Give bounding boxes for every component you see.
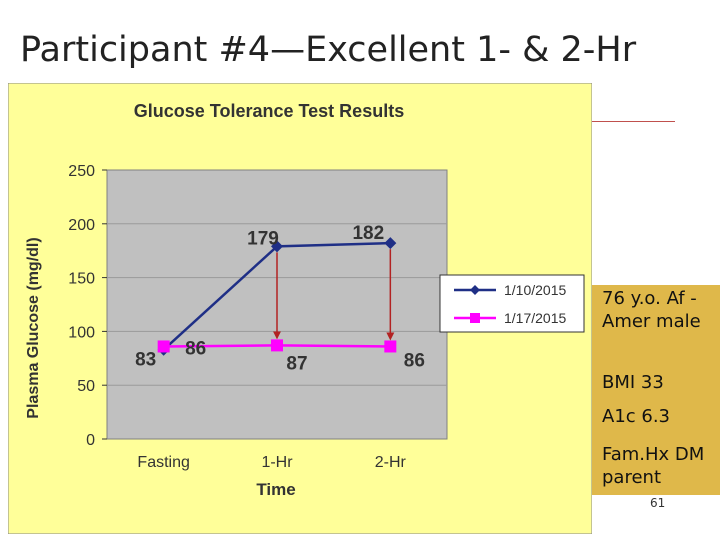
legend-label: 1/17/2015 <box>504 310 566 326</box>
y-tick-label: 150 <box>68 271 95 288</box>
slide-title: Participant #4—Excellent 1- & 2-Hr <box>20 30 637 70</box>
data-label: 86 <box>185 338 206 359</box>
patient-info-box <box>592 285 720 495</box>
legend-box <box>439 274 585 333</box>
data-point <box>271 240 283 253</box>
y-tick-label: 250 <box>68 163 95 180</box>
plot-area: 0 50 100 150 200 250 Fasting 1-Hr 2-Hr 83 179 182 86… <box>68 163 448 471</box>
glucose-chart: Glucose Tolerance Test Results Plasma Gl… <box>8 83 592 534</box>
data-point <box>384 237 397 250</box>
y-tick-label: 100 <box>68 324 95 341</box>
title-underline <box>592 121 675 122</box>
data-label: 179 <box>247 228 279 249</box>
chart-panel: Glucose Tolerance Test Results Plasma Gl… <box>8 83 592 534</box>
page-number: 61 <box>650 496 666 510</box>
y-tick-label: 200 <box>68 217 95 234</box>
info-a1c: A1c 6.3 <box>602 406 671 427</box>
info-age-ethnicity: 76 y.o. Af -Amer male <box>602 288 701 332</box>
data-label: 87 <box>286 353 307 374</box>
legend-marker <box>470 313 480 323</box>
data-point <box>157 340 170 353</box>
y-axis-label: Plasma Glucose (mg/dl) <box>25 237 42 418</box>
chart-title: Glucose Tolerance Test Results <box>134 101 404 121</box>
x-tick-label: 1-Hr <box>261 454 293 471</box>
x-axis-label: Time <box>256 480 295 499</box>
info-bmi: BMI 33 <box>602 372 664 393</box>
legend-marker <box>470 285 480 295</box>
x-tick-label: Fasting <box>137 454 189 471</box>
y-tick-label: 0 <box>86 432 95 449</box>
data-point <box>384 340 397 353</box>
data-label: 86 <box>404 350 425 371</box>
legend-label: 1/10/2015 <box>504 282 566 298</box>
y-tick-label: 50 <box>77 378 95 395</box>
info-family-history: Fam.Hx DM parent <box>602 444 705 488</box>
data-label: 182 <box>352 223 384 244</box>
x-tick-label: 2-Hr <box>375 454 407 471</box>
data-point <box>271 339 283 352</box>
data-label: 83 <box>135 350 156 371</box>
legend: 1/10/2015 1/17/2015 <box>439 274 585 333</box>
